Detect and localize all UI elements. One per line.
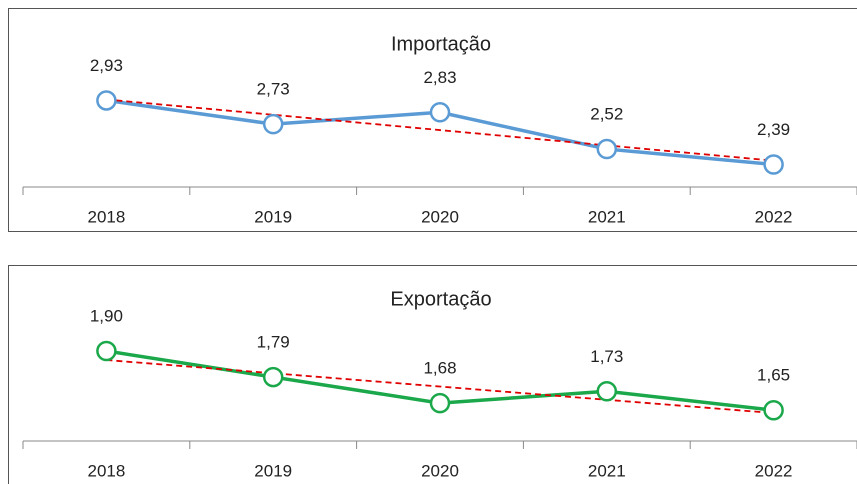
data-label: 2,73	[257, 80, 290, 99]
data-label: 1,79	[257, 333, 290, 352]
x-tick-label: 2018	[87, 207, 125, 226]
x-tick-label: 2022	[755, 461, 793, 480]
data-point	[596, 138, 618, 160]
x-tick-label: 2021	[588, 461, 626, 480]
chart-frame	[8, 8, 857, 232]
data-label: 1,68	[423, 359, 456, 378]
data-point	[763, 399, 784, 421]
data-label: 2,93	[90, 56, 123, 75]
data-point	[596, 381, 618, 402]
chart-frame	[8, 265, 857, 484]
trendline	[106, 98, 774, 162]
data-label: 1,65	[757, 366, 790, 385]
x-tick-label: 2021	[588, 207, 626, 226]
data-point	[96, 340, 117, 362]
data-label: 2,83	[423, 68, 456, 87]
data-point	[429, 102, 451, 123]
x-tick-label: 2019	[254, 461, 292, 480]
x-tick-label: 2020	[421, 207, 459, 226]
data-label: 1,90	[90, 307, 123, 326]
data-point	[262, 366, 284, 388]
data-point	[429, 392, 451, 414]
x-tick-label: 2019	[254, 207, 292, 226]
data-point	[96, 90, 117, 111]
data-point	[262, 113, 284, 135]
data-label: 1,73	[590, 347, 623, 366]
chart-title: Exportação	[390, 288, 491, 310]
chart-title: Importação	[391, 33, 491, 55]
x-tick-label: 2018	[87, 461, 125, 480]
x-tick-label: 2020	[421, 461, 459, 480]
x-tick-label: 2022	[755, 207, 793, 226]
trendline	[106, 359, 774, 414]
data-label: 2,39	[757, 120, 790, 139]
data-label: 2,52	[590, 105, 623, 124]
data-point	[763, 154, 784, 175]
